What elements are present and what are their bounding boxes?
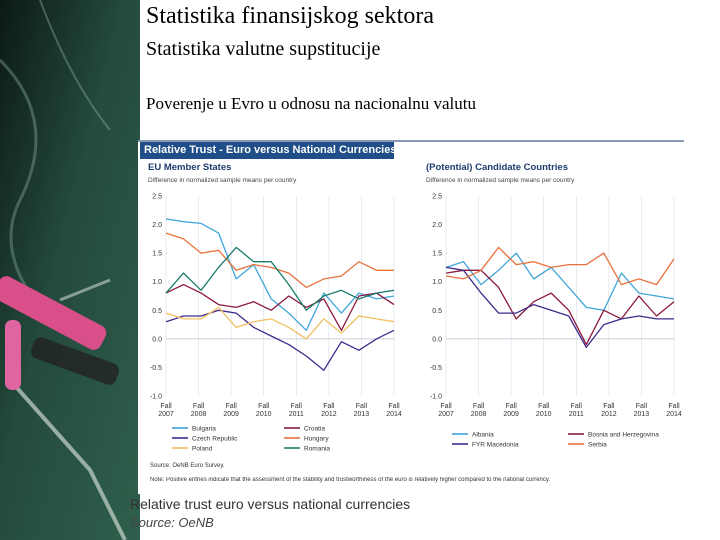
legend-label: FYR Macedonia [472,442,519,449]
y-tick-label: -0.5 [150,365,162,372]
x-tick-label: 2013 [634,411,650,418]
bottom-caption: Relative trust euro versus national curr… [130,496,411,512]
legend-label: Bosnia and Herzegovina [588,432,659,439]
series-line-hungary [165,232,394,289]
y-tick-label: 0.0 [432,336,442,343]
series-line-poland [165,306,395,340]
x-tick-label: Fall [160,403,172,410]
legend-label: Romania [304,446,330,453]
x-tick-label: Fall [603,403,615,410]
y-tick-label: 1.0 [152,279,162,286]
x-tick-label: 2012 [601,411,617,418]
x-tick-label: Fall [636,403,648,410]
series-line-croatia [165,283,395,331]
x-tick-label: 2008 [191,411,207,418]
series-line-albania [445,252,675,311]
x-tick-label: Fall [668,403,680,410]
slide-subtitle: Statistika valutne supstitucije [146,38,381,60]
y-tick-label: 0.5 [432,308,442,315]
y-tick-label: 1.0 [432,279,442,286]
series-line-bosnia-and-herzegovina [445,269,675,346]
x-tick-label: Fall [388,403,400,410]
legend-label: Poland [192,446,213,453]
y-tick-label: -0.5 [430,365,442,372]
x-tick-label: Fall [571,403,583,410]
x-tick-label: Fall [258,403,270,410]
x-tick-label: 2009 [503,411,519,418]
y-tick-label: 2.0 [152,222,162,229]
legend-label: Hungary [304,436,329,443]
x-tick-label: 2008 [471,411,487,418]
x-tick-label: Fall [226,403,238,410]
bottom-source: Source: OeNB [130,515,214,530]
x-tick-label: 2013 [354,411,370,418]
x-tick-label: 2010 [256,411,272,418]
x-tick-label: 2007 [438,411,454,418]
series-line-romania [165,246,395,311]
chart-subtitle-eu: Difference in normalized sample means pe… [148,177,297,184]
chalk-stick-pink [0,276,107,350]
y-tick-label: 0.0 [152,336,162,343]
x-tick-label: 2009 [223,411,239,418]
source-note: Source: OeNB Euro Survey. [150,463,225,469]
slide-title: Statistika finansijskog sektora [146,3,434,29]
legend-label: Czech Republic [192,436,238,443]
slide-heading: Poverenje u Evro u odnosu na nacionalnu … [146,94,477,113]
x-tick-label: 2014 [666,411,682,418]
y-tick-label: -1.0 [150,394,162,401]
legend-label: Albania [472,432,494,439]
x-tick-label: Fall [538,403,550,410]
figure-panel [138,140,684,494]
legend-label: Serbia [588,442,607,449]
x-tick-label: Fall [323,403,335,410]
x-tick-label: 2014 [386,411,402,418]
legend-label: Croatia [304,426,325,433]
series-line-czech-republic [165,309,395,371]
y-tick-label: 2.5 [432,194,442,201]
x-tick-label: Fall [506,403,518,410]
figure-title-banner: Relative Trust - Euro versus National Cu… [140,142,396,159]
x-tick-label: Fall [440,403,452,410]
y-tick-label: -1.0 [430,394,442,401]
x-tick-label: 2007 [158,411,174,418]
series-line-fyr-macedonia [445,266,674,349]
chart-subtitle-candidates: Difference in normalized sample means pe… [426,177,575,184]
y-tick-label: 2.5 [152,194,162,201]
chart-title-candidates: (Potential) Candidate Countries [426,162,568,173]
y-tick-label: 1.5 [432,251,442,258]
x-tick-label: 2012 [321,411,337,418]
x-tick-label: Fall [356,403,368,410]
y-tick-label: 0.5 [152,308,162,315]
y-tick-label: 2.0 [432,222,442,229]
chart-title-eu: EU Member States [148,162,232,173]
series-line-serbia [445,246,675,286]
legend-label: Bulgaria [192,426,216,433]
x-tick-label: Fall [193,403,205,410]
footnote: Note: Positive entries indicate that the… [150,477,551,483]
y-tick-label: 1.5 [152,251,162,258]
x-tick-label: Fall [291,403,303,410]
x-tick-label: 2011 [289,411,304,418]
x-tick-label: Fall [473,403,485,410]
x-tick-label: 2011 [569,411,584,418]
x-tick-label: 2010 [536,411,552,418]
series-line-bulgaria [165,218,395,331]
